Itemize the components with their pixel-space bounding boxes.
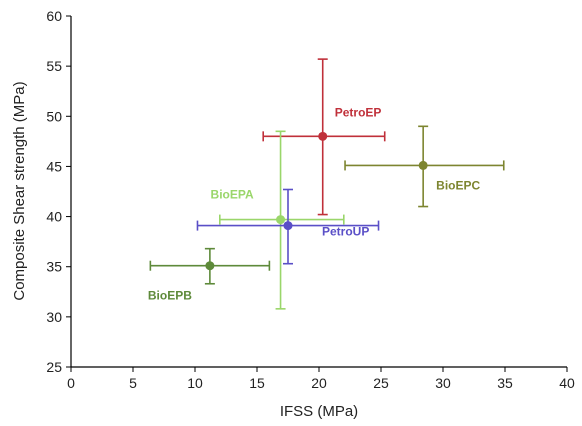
y-axis-label: Composite Shear strength (MPa) — [11, 81, 28, 300]
y-tick-label: 50 — [46, 108, 62, 124]
point-marker — [318, 131, 328, 141]
y-tick-label: 55 — [46, 58, 62, 74]
x-tick-label: 15 — [249, 375, 265, 391]
point-marker — [205, 261, 215, 271]
axes — [70, 16, 567, 368]
x-tick-label: 40 — [559, 375, 575, 391]
point-label: BioEPA — [211, 188, 254, 202]
x-ticks: 0 5 10 15 20 25 30 35 40 — [67, 367, 575, 391]
x-tick-label: 35 — [497, 375, 513, 391]
point-marker — [276, 215, 286, 225]
point-label: PetroEP — [335, 105, 382, 119]
data-point-petroep: PetroEP — [262, 58, 386, 216]
x-tick-label: 0 — [67, 375, 75, 391]
y-tick-label: 60 — [46, 8, 62, 24]
point-marker — [418, 160, 428, 170]
x-tick-label: 5 — [129, 375, 137, 391]
data-point-bioepb: BioEPB — [148, 247, 271, 303]
x-tick-label: 20 — [311, 375, 327, 391]
x-tick-label: 25 — [373, 375, 389, 391]
x-tick-label: 10 — [187, 375, 203, 391]
y-tick-label: 45 — [46, 158, 62, 174]
point-label: BioEPC — [436, 178, 480, 192]
x-tick-label: 30 — [435, 375, 451, 391]
data-points: PetroEP BioEPC BioEPA PetroUP BioEPB — [148, 58, 505, 310]
point-label: PetroUP — [322, 225, 369, 239]
point-label: BioEPB — [148, 289, 192, 303]
y-tick-label: 25 — [46, 359, 62, 375]
data-point-petroup: PetroUP — [196, 188, 380, 265]
data-point-bioepc: BioEPC — [344, 125, 505, 208]
y-tick-label: 40 — [46, 209, 62, 225]
y-tick-label: 35 — [46, 259, 62, 275]
data-point-bioepa: BioEPA — [211, 130, 345, 310]
y-tick-label: 30 — [46, 309, 62, 325]
point-marker — [283, 221, 293, 231]
x-axis-label: IFSS (MPa) — [280, 403, 358, 420]
y-ticks: 25 30 35 40 45 50 55 60 — [46, 8, 71, 375]
